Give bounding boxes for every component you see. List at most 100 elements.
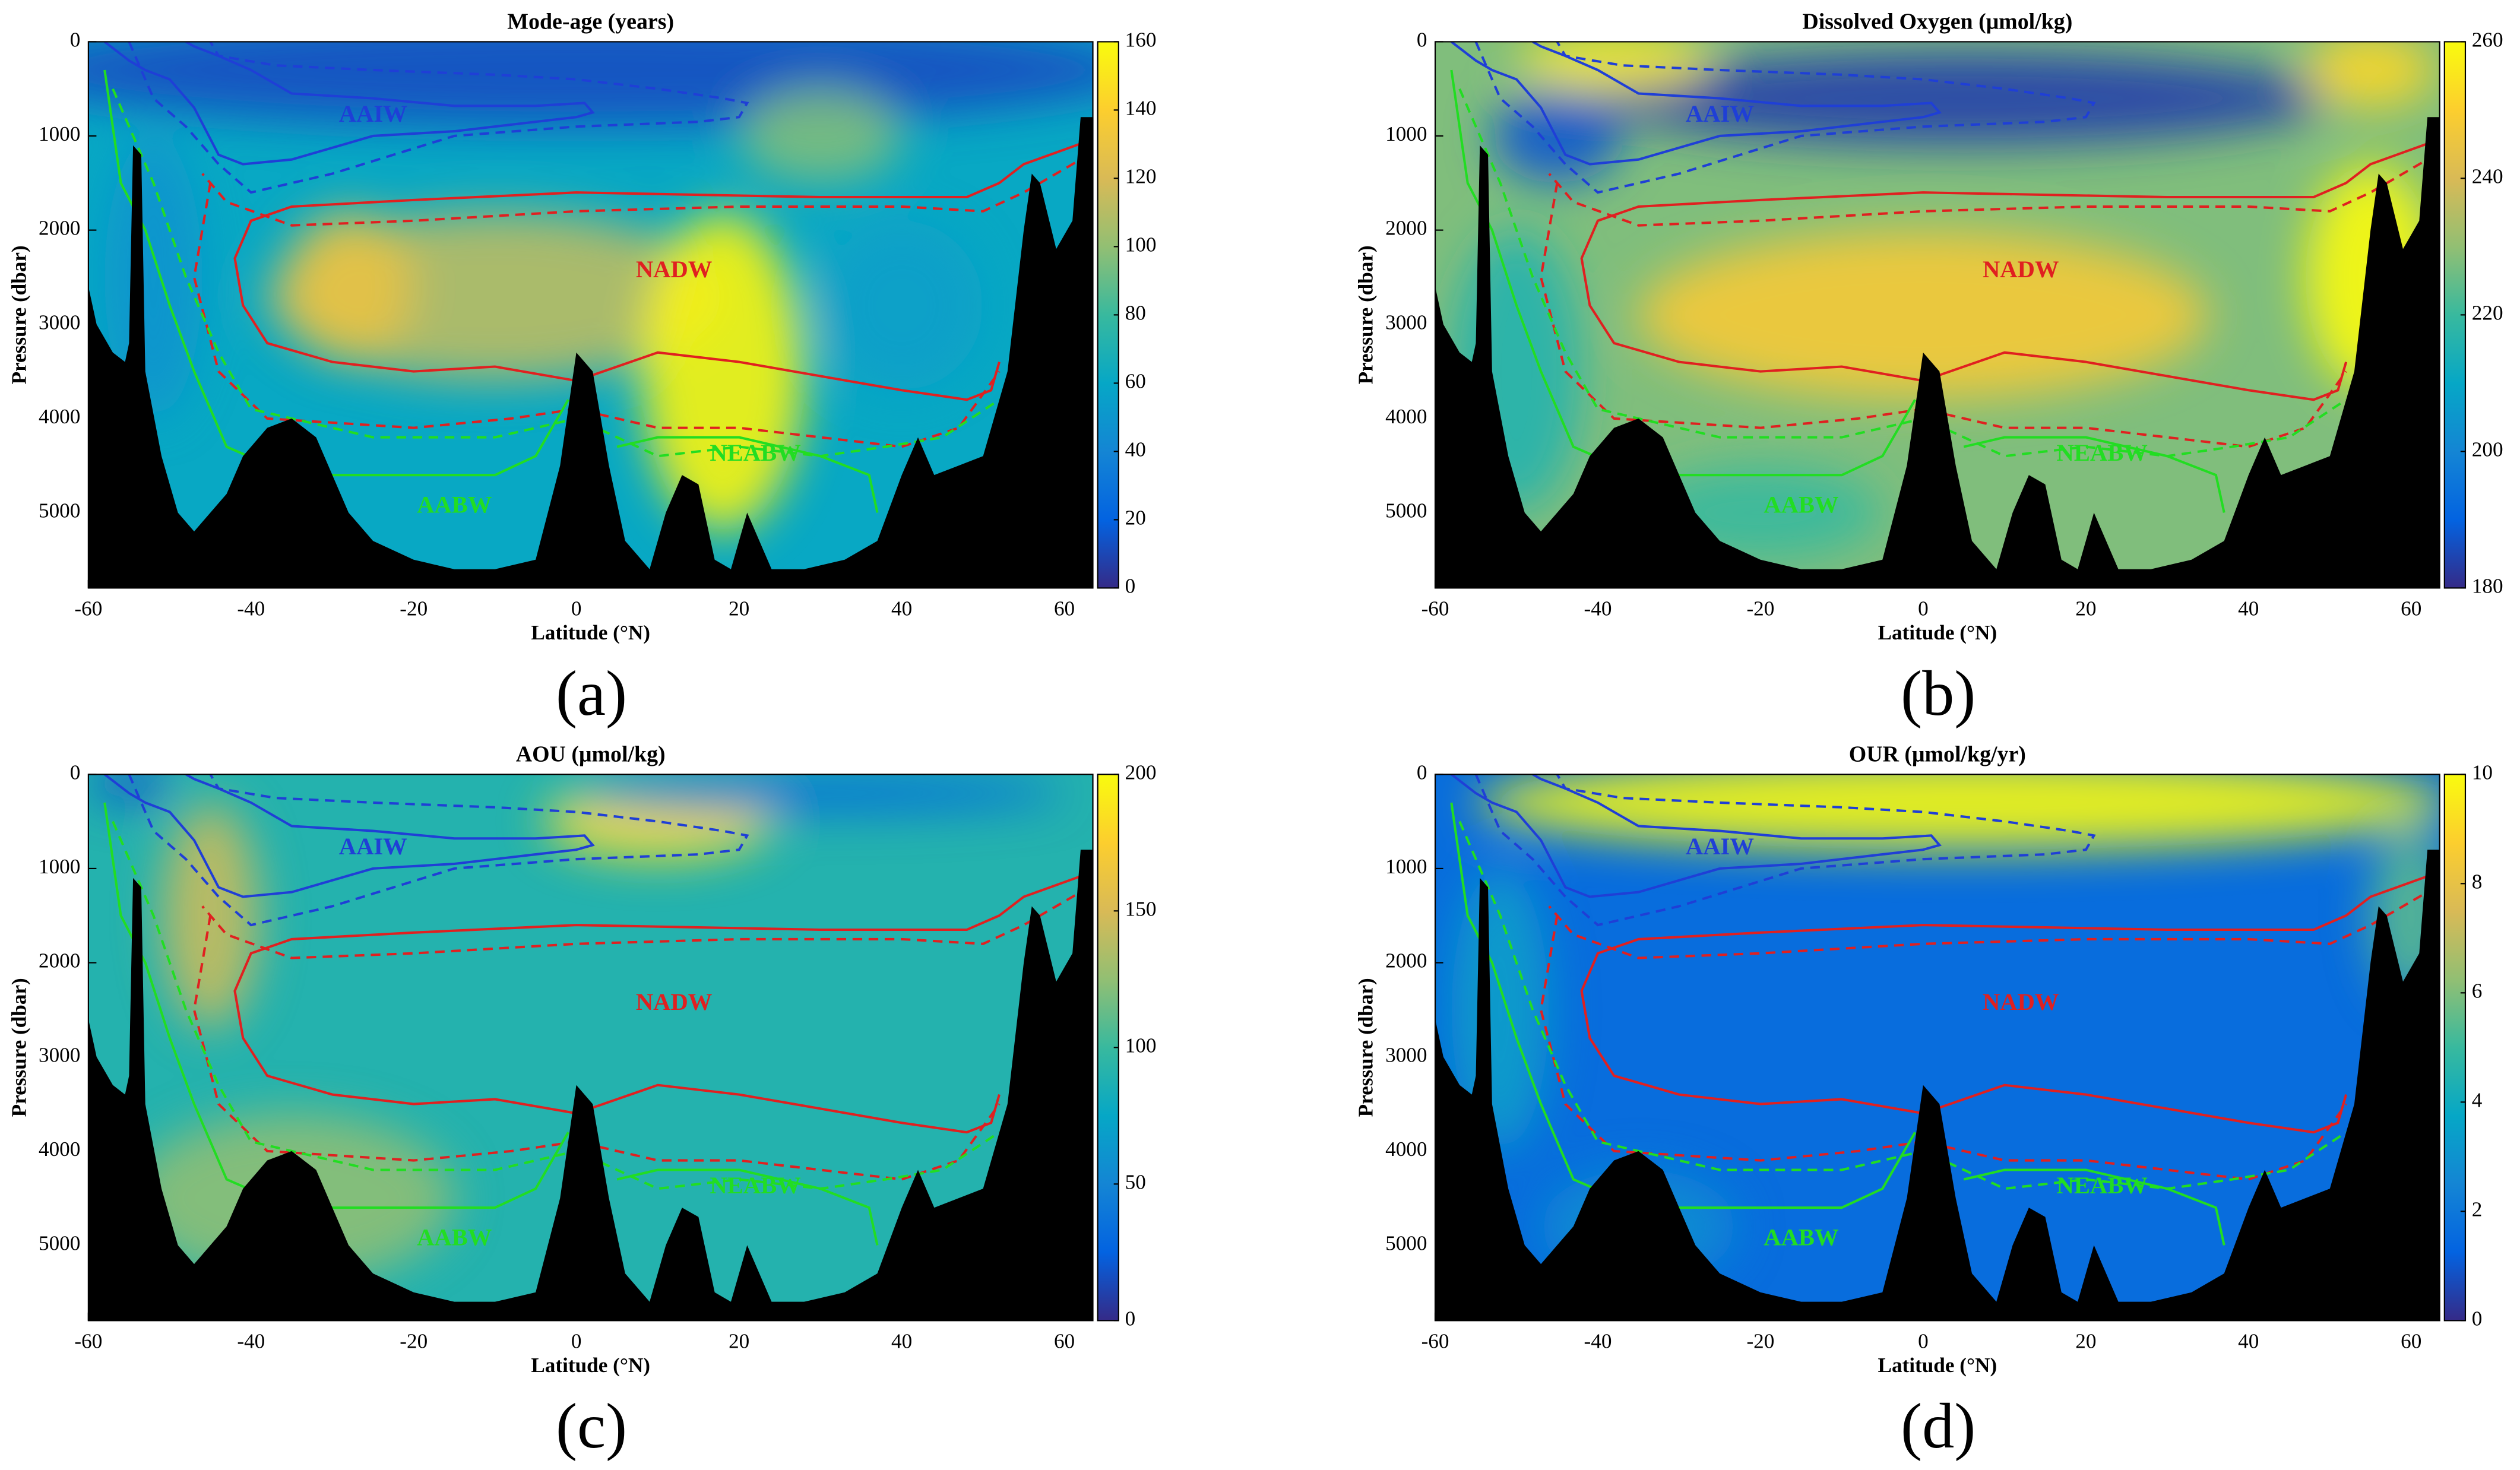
- contour: [1458, 88, 2347, 458]
- x-tick-label: 0: [571, 597, 582, 620]
- field-blob: [1492, 88, 1623, 183]
- panel-label: (c): [556, 1391, 627, 1462]
- x-tick-label: -40: [237, 1329, 265, 1352]
- x-tick-label: 20: [729, 1329, 749, 1352]
- y-tick-label: 5000: [1385, 499, 1427, 522]
- plot-area: [88, 774, 1093, 1321]
- contour: [112, 820, 1001, 1190]
- x-axis-label: Latitude (°N): [1878, 1354, 1997, 1377]
- contour: [1474, 774, 2096, 927]
- contour: [1963, 1168, 2225, 1246]
- colorbar-tick-label: 10: [2472, 761, 2493, 784]
- annotation: NEABW: [710, 439, 800, 466]
- x-tick-label: 60: [1054, 597, 1075, 620]
- contour: [1451, 774, 1942, 898]
- x-tick-label: -20: [1746, 1329, 1774, 1352]
- panel-label: (b): [1901, 658, 1976, 729]
- y-tick-label: 1000: [1385, 122, 1427, 145]
- contour: [233, 140, 1090, 401]
- colorbar-tick-label: 180: [2472, 574, 2503, 597]
- chart-title: Dissolved Oxygen (μmol/kg): [1802, 9, 2072, 34]
- y-tick-label: 4000: [1385, 1138, 1427, 1161]
- annotation: NADW: [636, 989, 713, 1015]
- annotation: AAIW: [1686, 833, 1754, 860]
- x-axis-label: Latitude (°N): [531, 1354, 650, 1377]
- contour: [128, 774, 749, 927]
- colorbar-tick-label: 220: [2472, 301, 2503, 324]
- x-tick-label: 20: [729, 597, 749, 620]
- y-axis-label: Pressure (dbar): [1354, 978, 1377, 1117]
- plot-frame: [87, 774, 1094, 1322]
- colorbar-tick-label: 8: [2472, 870, 2483, 893]
- colorbar-tick-label: 200: [1125, 761, 1157, 784]
- plot-area: [1435, 42, 2440, 588]
- y-tick-label: 0: [70, 761, 81, 784]
- field-blob: [2305, 42, 2436, 108]
- colorbar-tick-label: 160: [1125, 28, 1157, 51]
- y-tick-label: 3000: [1385, 1043, 1427, 1066]
- x-tick-label: -40: [1584, 597, 1612, 620]
- contour: [1580, 140, 2436, 401]
- x-tick-label: -60: [74, 1329, 102, 1352]
- y-tick-label: 3000: [1385, 311, 1427, 334]
- colorbar-tick-label: 80: [1125, 301, 1146, 324]
- x-tick-label: -20: [1746, 597, 1774, 620]
- contour: [201, 153, 1090, 227]
- x-tick-label: 60: [1054, 1329, 1075, 1352]
- plot-area: [1435, 774, 2440, 1321]
- y-tick-label: 4000: [1385, 405, 1427, 428]
- contour: [103, 42, 595, 166]
- y-tick-label: 2000: [39, 217, 80, 240]
- chart-title: AOU (μmol/kg): [516, 742, 666, 767]
- contour: [1451, 42, 1942, 166]
- panel-label: (a): [556, 658, 627, 729]
- x-tick-label: 60: [2401, 597, 2421, 620]
- y-tick-label: 0: [70, 28, 81, 51]
- annotation: NADW: [1983, 989, 2059, 1015]
- colorbar-tick-label: 2: [2472, 1197, 2483, 1221]
- colorbar-tick-label: 120: [1125, 164, 1157, 188]
- y-tick-label: 3000: [39, 311, 80, 334]
- plot-area: [88, 42, 1093, 588]
- x-tick-label: 40: [2238, 1329, 2259, 1352]
- x-tick-label: 40: [891, 1329, 912, 1352]
- x-tick-label: -20: [400, 597, 428, 620]
- x-tick-label: 40: [2238, 597, 2259, 620]
- field-blob: [1597, 51, 2330, 145]
- annotation: AABW: [1764, 1224, 1838, 1250]
- x-tick-label: 0: [1918, 597, 1929, 620]
- contour: [112, 88, 1001, 458]
- field-blob: [739, 88, 902, 183]
- colorbar-tick-label: 4: [2472, 1088, 2483, 1111]
- y-tick-label: 5000: [39, 1232, 80, 1255]
- contour: [201, 886, 1090, 959]
- x-tick-label: 0: [1918, 1329, 1929, 1352]
- x-tick-label: -40: [237, 597, 265, 620]
- field-blob: [283, 211, 414, 362]
- field-blob: [641, 211, 805, 532]
- colorbar-tick-label: 50: [1125, 1170, 1146, 1193]
- contour: [103, 774, 595, 898]
- annotation: AABW: [1764, 492, 1838, 518]
- bathymetry: [1435, 850, 2440, 1321]
- y-tick-label: 4000: [39, 405, 80, 428]
- y-tick-label: 2000: [1385, 217, 1427, 240]
- plot-frame: [87, 41, 1094, 589]
- annotation: AAIW: [339, 833, 407, 860]
- annotation: NADW: [636, 256, 713, 283]
- annotation: AAIW: [339, 100, 407, 127]
- x-tick-label: -60: [74, 597, 102, 620]
- colorbar-tick-label: 0: [1125, 1307, 1136, 1330]
- x-tick-label: -20: [400, 1329, 428, 1352]
- x-tick-label: 20: [2075, 1329, 2096, 1352]
- bathymetry: [88, 850, 1093, 1321]
- colorbar-tick-label: 20: [1125, 506, 1146, 529]
- y-tick-label: 1000: [1385, 855, 1427, 878]
- contour: [1458, 820, 2347, 1190]
- y-tick-label: 1000: [39, 122, 80, 145]
